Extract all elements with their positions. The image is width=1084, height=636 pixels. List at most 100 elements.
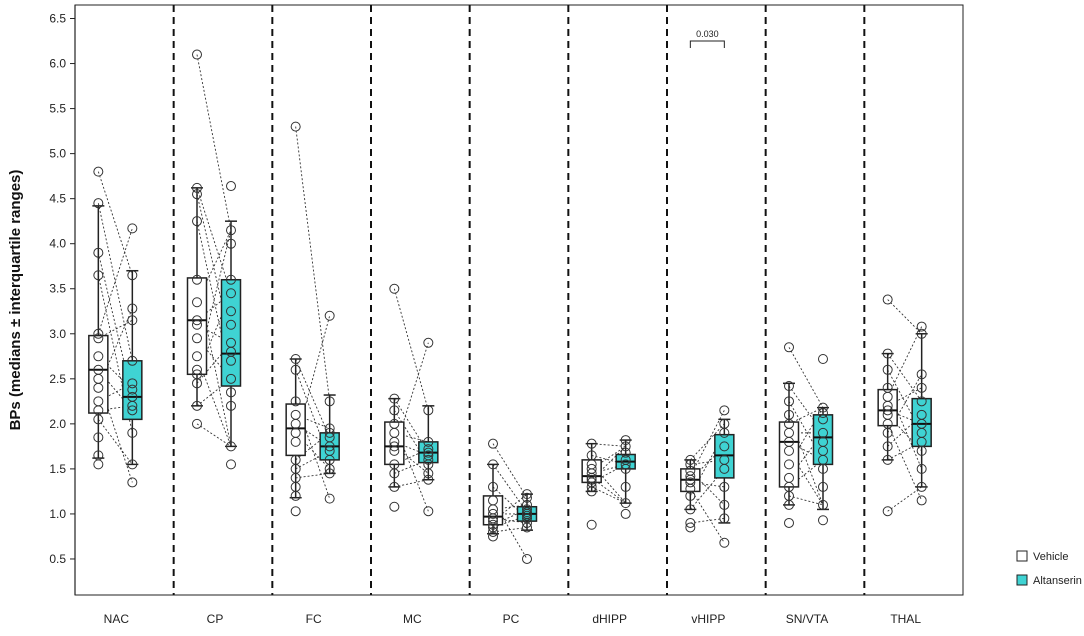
paired-line-vhipp (689, 488, 725, 543)
paired-line-cp (196, 194, 232, 343)
point-thal-vehicle (882, 348, 893, 359)
category-label-pc: PC (503, 612, 520, 626)
paired-line-sn-vta (788, 450, 824, 506)
point-pc-altanserin (522, 492, 532, 503)
box-sn-vta-altanserin (812, 414, 834, 466)
point-sn-vta-altanserin (818, 499, 828, 510)
point-sn-vta-vehicle (784, 499, 794, 510)
significance-annotations: 0.030 (689, 29, 725, 49)
legend-item-vehicle: Vehicle (1016, 550, 1068, 563)
point-cp-vehicle (192, 49, 202, 60)
point-vhipp-altanserin (719, 499, 730, 510)
point-cp-altanserin (226, 181, 236, 192)
point-cp-altanserin (226, 441, 236, 452)
point-nac-altanserin (127, 405, 138, 416)
point-pc-vehicle (488, 508, 498, 519)
point-cp-vehicle (192, 378, 202, 389)
point-sn-vta-altanserin (818, 408, 828, 419)
point-mc-altanserin (423, 436, 434, 447)
point-vhipp-vehicle (685, 490, 696, 501)
point-sn-vta-vehicle (784, 396, 794, 407)
y-tick-label: 1.5 (49, 462, 66, 476)
paired-line-fc (295, 126, 331, 402)
legend: Vehicle Altanserin (1016, 550, 1082, 587)
point-dhipp-vehicle (586, 481, 597, 492)
point-nac-altanserin (127, 270, 138, 281)
paired-line-thal (887, 486, 922, 512)
point-thal-vehicle (882, 441, 893, 452)
paired-line-cp (196, 187, 232, 294)
point-thal-altanserin (916, 495, 927, 506)
paired-line-sn-vta (788, 407, 824, 465)
point-sn-vta-altanserin (818, 515, 828, 526)
paired-line-mc (394, 479, 429, 488)
point-mc-altanserin (423, 468, 434, 479)
y-tick-label: 0.5 (49, 552, 66, 566)
point-vhipp-vehicle (685, 477, 696, 488)
paired-line-cp (196, 221, 232, 379)
paired-line-vhipp (689, 410, 725, 477)
category-labels: NAC CP FC MC PC dHIPP vHIPP SN/VTA THAL (104, 612, 922, 626)
point-vhipp-altanserin (719, 405, 730, 416)
point-mc-vehicle (389, 445, 400, 456)
point-cp-altanserin (226, 400, 236, 411)
point-mc-vehicle (389, 481, 400, 492)
point-mc-vehicle (389, 501, 400, 512)
point-nac-vehicle (93, 432, 104, 443)
point-mc-vehicle (389, 283, 400, 294)
paired-line-thal (887, 353, 923, 402)
point-nac-vehicle (93, 414, 104, 425)
y-tick-label: 3.5 (49, 282, 66, 296)
point-thal-vehicle (882, 405, 893, 416)
category-separators (172, 5, 866, 595)
paired-line-nac (97, 171, 133, 276)
point-nac-altanserin (127, 459, 138, 470)
point-dhipp-vehicle (586, 519, 597, 530)
paired-line-mc (393, 288, 429, 411)
paired-line-nac (97, 252, 133, 397)
point-thal-altanserin (916, 445, 927, 456)
point-dhipp-altanserin (620, 498, 631, 509)
point-cp-vehicle (192, 297, 202, 308)
point-nac-vehicle (93, 328, 104, 339)
paired-line-sn-vta (788, 347, 824, 408)
point-cp-vehicle (192, 182, 202, 193)
paired-line-thal (887, 387, 923, 470)
point-nac-altanserin (127, 477, 138, 488)
paired-line-dhipp (591, 445, 626, 470)
point-fc-vehicle (290, 436, 301, 447)
point-mc-altanserin (423, 474, 434, 485)
paired-line-nac (98, 319, 133, 339)
point-dhipp-altanserin (620, 481, 631, 492)
category-label-thal: THAL (890, 612, 921, 626)
point-sn-vta-altanserin (818, 354, 828, 364)
point-dhipp-altanserin (620, 447, 631, 458)
point-thal-altanserin (916, 382, 927, 393)
point-dhipp-altanserin (620, 463, 631, 474)
point-nac-altanserin (127, 378, 138, 389)
point-mc-altanserin (423, 454, 434, 465)
legend-swatch-vehicle (1016, 550, 1028, 562)
paired-line-thal (887, 374, 923, 434)
point-nac-vehicle (93, 351, 104, 362)
point-fc-altanserin (324, 396, 335, 407)
point-pc-vehicle (488, 519, 498, 530)
point-fc-altanserin (324, 493, 335, 504)
point-fc-altanserin (324, 427, 335, 438)
point-mc-altanserin (423, 506, 434, 517)
point-nac-vehicle (93, 270, 104, 281)
point-pc-altanserin (522, 553, 532, 564)
point-fc-altanserin (324, 468, 335, 479)
point-thal-vehicle (882, 454, 893, 465)
point-vhipp-altanserin (719, 537, 730, 548)
point-mc-vehicle (389, 468, 400, 479)
point-dhipp-altanserin (620, 508, 631, 519)
point-thal-altanserin (916, 481, 927, 492)
point-pc-vehicle (488, 516, 498, 527)
legend-item-altanserin: Altanserin (1016, 574, 1082, 587)
point-cp-vehicle (192, 351, 202, 362)
point-cp-vehicle (192, 364, 202, 375)
point-cp-altanserin (226, 319, 236, 330)
legend-label-vehicle: Vehicle (1033, 551, 1068, 563)
point-thal-altanserin (916, 463, 927, 474)
